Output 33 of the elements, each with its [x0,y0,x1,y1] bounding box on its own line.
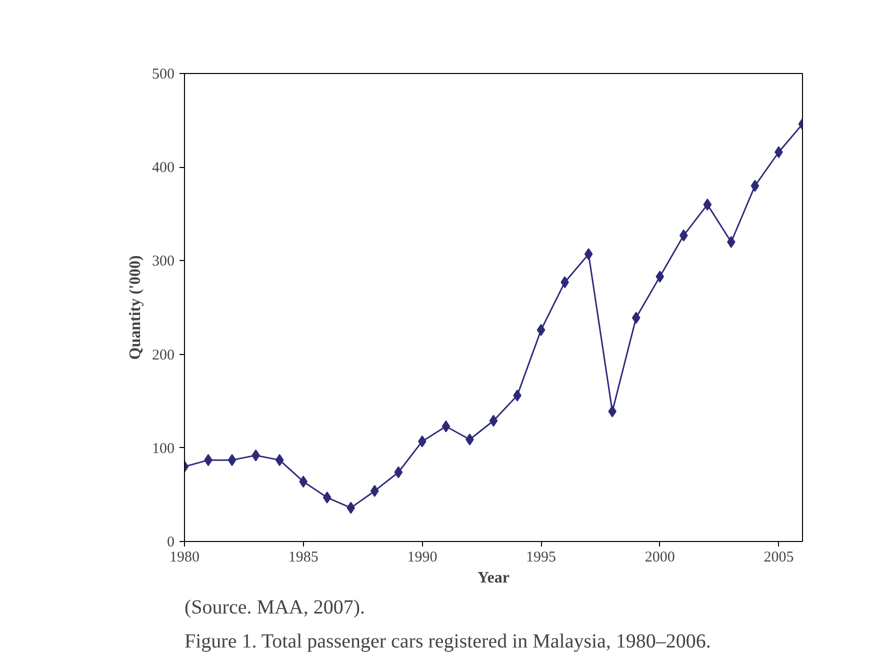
point [679,229,688,242]
point [228,454,236,466]
point [442,420,450,432]
point [394,466,403,478]
x-tick-label: 2000 [644,550,675,566]
point [703,198,712,211]
point [536,324,546,336]
point [656,270,664,283]
point [346,502,356,514]
point [275,454,284,466]
y-tick-label: 100 [152,440,174,457]
x-tick-label: 1995 [526,550,556,566]
y-tick-label: 500 [152,66,174,82]
y-tick-label: 400 [152,160,174,176]
x-tick-label: 1985 [288,550,318,566]
caption: Figure 1. Total passenger cars registered in Malaysia, 1980–2006. [184,630,711,652]
point [608,405,617,418]
point [584,248,593,260]
y-tick-label: 300 [152,254,174,270]
x-tick-label: 1980 [170,550,200,566]
point [489,414,498,427]
point [322,492,332,504]
text: (Source. MAA, 2007). [184,596,366,618]
y-tick-label: 0 [167,534,174,550]
point [632,312,640,324]
x-tick-label: 1990 [407,550,438,566]
point [750,180,760,192]
point [299,476,308,488]
y-tick-label: 200 [152,347,174,364]
x-tick-label: 2005 [764,550,794,566]
point [370,484,379,497]
x-axis-title: Year [478,570,510,586]
y-axis-title: Quantity ('000) [127,255,144,360]
